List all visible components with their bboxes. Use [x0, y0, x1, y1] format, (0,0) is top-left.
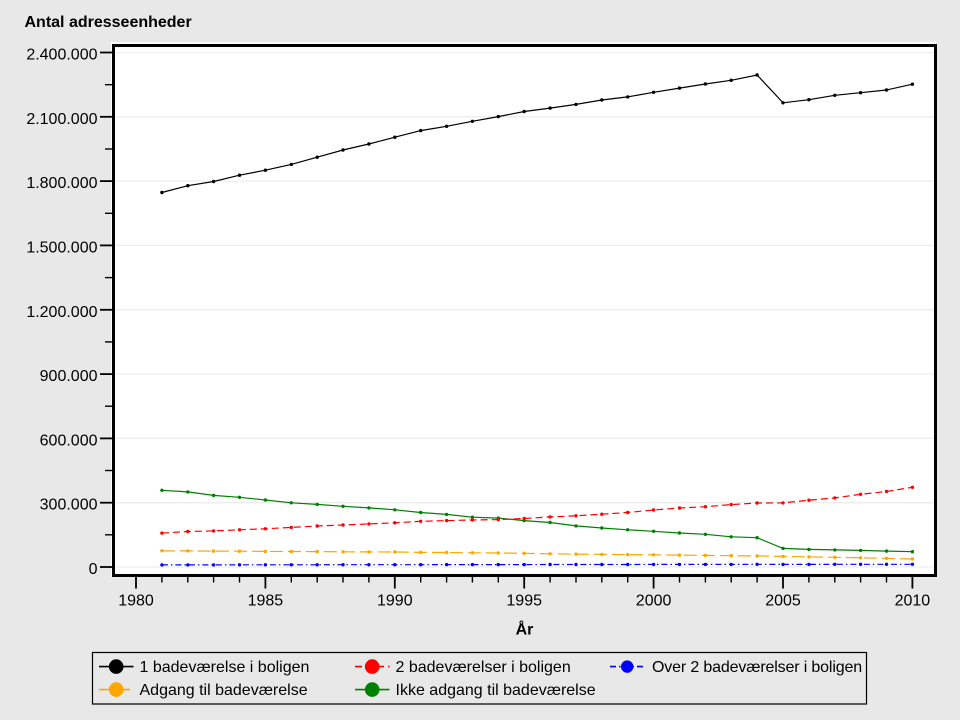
svg-text:2.100.000: 2.100.000 [26, 111, 97, 128]
svg-text:År: År [516, 620, 534, 639]
svg-text:Ikke adgang til badeværelse: Ikke adgang til badeværelse [396, 682, 596, 699]
svg-text:1995: 1995 [506, 593, 542, 610]
svg-text:Over 2 badeværelser i boligen: Over 2 badeværelser i boligen [652, 659, 862, 676]
svg-text:2 badeværelser i boligen: 2 badeværelser i boligen [396, 659, 571, 676]
svg-text:1985: 1985 [248, 593, 284, 610]
svg-text:1.800.000: 1.800.000 [26, 175, 97, 192]
svg-text:300.000: 300.000 [40, 497, 98, 514]
svg-text:Antal adresseenheder: Antal adresseenheder [25, 14, 192, 31]
svg-text:900.000: 900.000 [40, 368, 98, 385]
svg-text:1980: 1980 [118, 593, 154, 610]
svg-text:2005: 2005 [765, 593, 801, 610]
svg-text:1.500.000: 1.500.000 [26, 239, 97, 256]
svg-text:Adgang til badeværelse: Adgang til badeværelse [140, 682, 308, 699]
svg-text:1 badeværelse i boligen: 1 badeværelse i boligen [140, 659, 310, 676]
svg-text:600.000: 600.000 [40, 432, 98, 449]
svg-text:2.400.000: 2.400.000 [26, 47, 97, 64]
svg-text:1.200.000: 1.200.000 [26, 304, 97, 321]
svg-text:2010: 2010 [895, 593, 931, 610]
svg-text:2000: 2000 [636, 593, 672, 610]
svg-text:1990: 1990 [377, 593, 413, 610]
svg-text:0: 0 [89, 561, 98, 578]
